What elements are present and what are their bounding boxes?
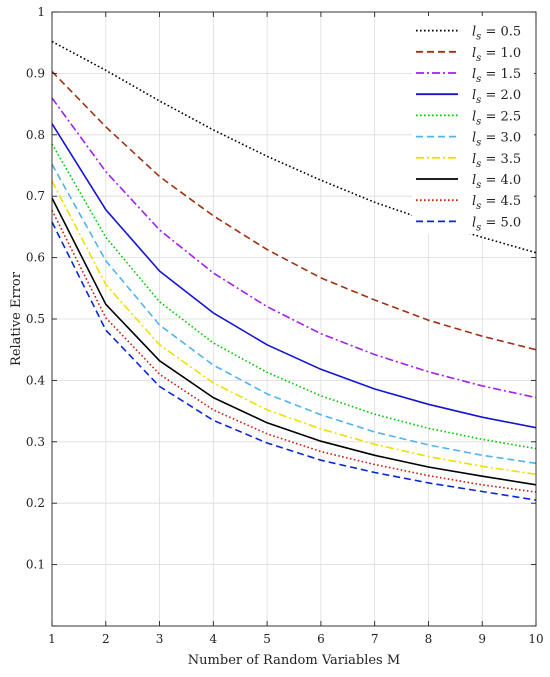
legend-label: ls = 2.0 [472,88,521,106]
x-tick-label: 8 [425,632,433,646]
series-line-10 [51,221,537,501]
legend-label: ls = 2.5 [472,109,521,127]
legend-label: ls = 0.5 [472,25,521,43]
series-layer [51,40,537,501]
y-tick-label: 0.8 [26,128,45,142]
legend-label: ls = 5.0 [472,215,521,233]
y-tick-label: 0.9 [26,66,45,80]
legend: ls = 0.5 ls = 1.0 ls = 1.5 ls = 2.0 ls = 2.5… [412,16,534,234]
y-tick-label: 0.5 [26,312,45,326]
x-tick-label: 2 [102,632,110,646]
legend-label: ls = 4.5 [472,194,521,212]
series-line-7 [51,180,537,476]
legend-label: ls = 3.0 [472,131,521,149]
series-line-1 [51,40,537,254]
y-tick-label: 0.2 [26,496,45,510]
x-tick-label: 7 [371,632,379,646]
x-axis-title: Number of Random Variables M [188,653,400,668]
y-tick-label: 0.7 [26,189,45,203]
series-line-8 [51,197,537,486]
legend-label: ls = 4.0 [472,173,521,191]
y-tick-label: 0.6 [26,251,45,265]
legend-label: ls = 3.5 [472,152,521,170]
series-line-6 [51,163,537,465]
y-tick-label: 1 [37,5,45,19]
x-tick-label: 9 [478,632,486,646]
y-tick-label: 0.3 [26,435,45,449]
x-tick-label: 10 [528,632,543,646]
x-tick-label: 4 [210,632,218,646]
y-axis-title: Relative Error [9,271,24,366]
x-tick-label: 3 [156,632,164,646]
legend-label: ls = 1.0 [472,46,521,64]
series-line-4 [51,123,537,429]
series-line-3 [51,97,537,399]
x-tick-label: 1 [48,632,56,646]
y-tick-label: 0.4 [26,373,45,387]
x-tick-label: 6 [317,632,325,646]
y-tick-label: 0.1 [26,558,45,572]
tick-layer: 1 2 3 4 5 6 7 8 9 10 0.1 0.2 0.3 0.4 0.5 0.6 0.7 0.8 0.9 1 [26,5,544,646]
x-tick-label: 5 [263,632,271,646]
legend-label: ls = 1.5 [472,67,521,85]
series-line-2 [51,71,537,351]
